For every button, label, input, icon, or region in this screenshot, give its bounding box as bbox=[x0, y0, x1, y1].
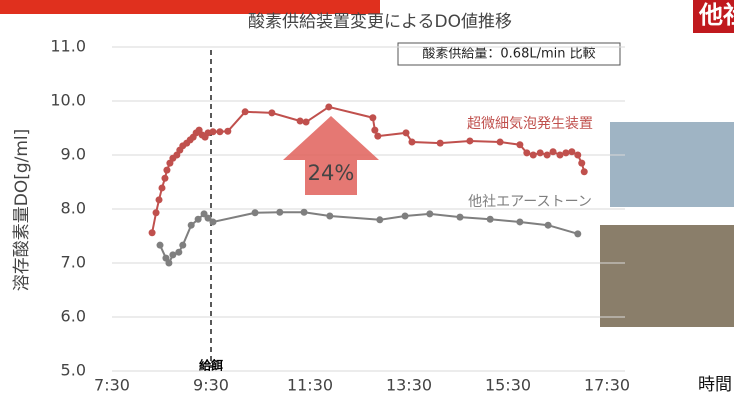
x-tick-label: 11:30 bbox=[287, 376, 333, 395]
y-tick-label: 11.0 bbox=[50, 37, 86, 56]
point bbox=[187, 221, 195, 229]
point bbox=[562, 149, 570, 157]
point bbox=[155, 196, 163, 204]
point bbox=[325, 103, 333, 111]
point bbox=[496, 138, 504, 146]
point bbox=[161, 174, 169, 182]
point bbox=[574, 230, 582, 238]
point bbox=[536, 149, 544, 157]
point bbox=[568, 148, 576, 156]
point bbox=[204, 214, 212, 222]
point bbox=[543, 151, 551, 159]
y-axis-title: 溶存酸素量DO[g/ml] bbox=[12, 129, 32, 292]
point bbox=[156, 241, 164, 249]
legend-label: 他社エアーストーン bbox=[468, 194, 592, 210]
point bbox=[369, 114, 377, 122]
point bbox=[209, 128, 217, 136]
point bbox=[486, 215, 494, 223]
point bbox=[179, 241, 187, 249]
legend-label: 超微細気泡発生装置 bbox=[467, 116, 593, 132]
point bbox=[549, 148, 557, 156]
point bbox=[302, 118, 310, 126]
point bbox=[402, 129, 410, 137]
point bbox=[516, 218, 524, 226]
x-tick-label: 15:30 bbox=[485, 376, 531, 395]
point bbox=[276, 208, 284, 216]
point bbox=[401, 212, 409, 220]
y-tick-label: 9.0 bbox=[61, 145, 86, 164]
point bbox=[148, 229, 156, 237]
point bbox=[408, 138, 416, 146]
tag-box bbox=[693, 0, 734, 33]
tag: 他社エアーストーン bbox=[698, 1, 734, 29]
feed-label: 給餌 bbox=[199, 358, 223, 373]
point bbox=[578, 159, 586, 167]
point bbox=[516, 141, 524, 149]
y-tick-label: 6.0 bbox=[61, 307, 86, 326]
point bbox=[152, 209, 160, 217]
point bbox=[544, 221, 552, 229]
point bbox=[224, 127, 232, 135]
point bbox=[165, 259, 173, 267]
subtitle: 酸素供給量：0.68L/min 比較 bbox=[422, 47, 595, 62]
point bbox=[580, 168, 588, 176]
banner bbox=[0, 0, 380, 14]
point bbox=[436, 139, 444, 147]
point bbox=[466, 137, 474, 145]
point bbox=[175, 248, 183, 256]
y-tick-label: 5.0 bbox=[61, 361, 86, 380]
y-tick-label: 10.0 bbox=[50, 91, 86, 110]
point bbox=[300, 208, 308, 216]
point bbox=[523, 149, 531, 157]
point bbox=[216, 128, 224, 136]
x-tick-label: 13:30 bbox=[386, 376, 432, 395]
subtitle-box bbox=[397, 42, 621, 66]
series-line bbox=[159, 211, 579, 266]
photo bbox=[600, 225, 734, 327]
x-tick-label: 17:30 bbox=[584, 376, 630, 395]
point bbox=[556, 151, 564, 159]
x-axis-title: 時間 bbox=[698, 375, 732, 395]
point bbox=[371, 126, 379, 134]
point bbox=[296, 117, 304, 125]
point bbox=[326, 212, 334, 220]
point bbox=[426, 210, 434, 218]
point bbox=[194, 215, 202, 223]
chart-title: 酸素供給装置変更によるDO値推移 bbox=[248, 12, 512, 32]
point bbox=[251, 209, 259, 217]
point bbox=[529, 151, 537, 159]
point bbox=[374, 132, 382, 140]
arrow bbox=[283, 116, 379, 195]
point bbox=[209, 218, 217, 226]
increase-label: 24% bbox=[308, 161, 355, 185]
point bbox=[574, 151, 582, 159]
point bbox=[169, 251, 177, 259]
photo bbox=[610, 122, 734, 207]
y-tick-label: 8.0 bbox=[61, 199, 86, 218]
point bbox=[158, 184, 166, 192]
point bbox=[163, 166, 171, 174]
point bbox=[376, 216, 384, 224]
y-tick-label: 7.0 bbox=[61, 253, 86, 272]
point bbox=[456, 213, 464, 221]
point bbox=[268, 109, 276, 117]
x-tick-label: 7:30 bbox=[94, 376, 130, 395]
x-tick-label: 9:30 bbox=[193, 376, 229, 395]
tag-clip: 他社エアーストーン bbox=[698, 1, 734, 29]
point bbox=[241, 108, 249, 116]
